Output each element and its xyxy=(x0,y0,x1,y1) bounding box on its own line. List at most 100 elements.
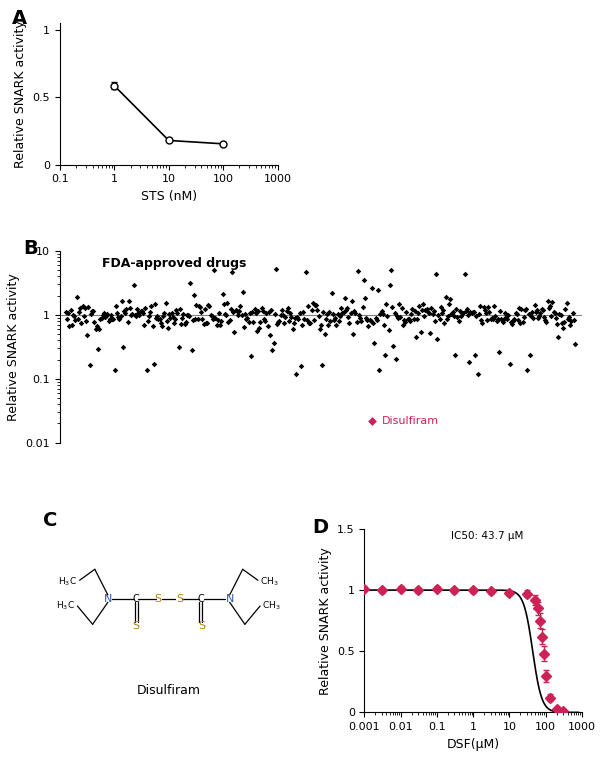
Point xyxy=(482,313,492,326)
Point xyxy=(307,304,316,316)
Point xyxy=(278,309,288,321)
Point xyxy=(97,312,106,324)
Point xyxy=(269,337,278,349)
Point xyxy=(466,306,475,319)
Point xyxy=(265,329,275,342)
Point xyxy=(202,317,212,329)
Point xyxy=(390,307,400,319)
Point xyxy=(450,349,460,362)
Point xyxy=(219,298,229,310)
Point xyxy=(182,309,192,321)
Point xyxy=(417,304,427,316)
Point xyxy=(109,313,118,325)
Point xyxy=(384,324,394,336)
Point xyxy=(518,316,527,329)
Text: C: C xyxy=(133,594,139,604)
Point xyxy=(361,312,371,324)
Point xyxy=(131,309,141,322)
Point xyxy=(266,304,276,316)
Point xyxy=(281,311,290,323)
Point xyxy=(343,310,353,322)
Point xyxy=(241,313,251,326)
Point xyxy=(559,316,569,328)
Point xyxy=(254,322,264,334)
Point xyxy=(292,311,302,323)
Point xyxy=(442,313,452,326)
Point xyxy=(180,317,190,329)
Point xyxy=(315,322,325,335)
Point xyxy=(478,316,487,329)
Text: S: S xyxy=(133,621,140,631)
Point xyxy=(268,344,277,356)
Point xyxy=(499,313,508,325)
Point xyxy=(391,353,401,365)
Point xyxy=(181,316,191,329)
Text: C: C xyxy=(198,594,205,604)
Point xyxy=(128,308,137,320)
Point xyxy=(150,298,160,310)
Point xyxy=(532,304,542,316)
Y-axis label: Relative SNARK activity: Relative SNARK activity xyxy=(319,547,332,695)
Point xyxy=(104,315,113,327)
Point xyxy=(322,308,332,320)
Point xyxy=(287,311,296,323)
Point xyxy=(85,359,94,372)
Point xyxy=(468,306,478,318)
Point xyxy=(419,309,429,322)
Point xyxy=(421,304,430,316)
Point xyxy=(127,309,136,321)
Point xyxy=(161,297,170,309)
Point xyxy=(136,304,145,316)
Point xyxy=(293,313,303,325)
Point xyxy=(366,314,376,326)
Point xyxy=(117,294,127,306)
Point xyxy=(71,314,80,326)
Point xyxy=(154,313,163,325)
Point xyxy=(305,316,315,329)
Point xyxy=(308,297,317,309)
Text: CH$_3$: CH$_3$ xyxy=(260,576,279,588)
Point xyxy=(352,316,361,328)
Point xyxy=(549,306,559,318)
Point xyxy=(213,313,223,326)
Text: CH$_3$: CH$_3$ xyxy=(262,600,281,612)
Point xyxy=(502,313,512,325)
Point xyxy=(162,315,172,327)
Point xyxy=(119,306,129,318)
Point xyxy=(207,310,217,322)
Point xyxy=(197,313,207,325)
Point xyxy=(560,303,570,316)
Point xyxy=(240,309,250,321)
Point xyxy=(355,312,365,324)
Point xyxy=(333,308,343,320)
Point xyxy=(541,314,550,326)
Point xyxy=(415,300,424,313)
Point xyxy=(193,313,202,325)
Point xyxy=(86,308,95,320)
Text: A: A xyxy=(12,8,27,28)
Point xyxy=(550,307,560,319)
Text: D: D xyxy=(312,518,328,537)
Point xyxy=(173,307,182,319)
Point xyxy=(506,316,515,328)
Point xyxy=(291,368,301,380)
Point xyxy=(317,359,327,372)
Point xyxy=(327,287,337,300)
Point xyxy=(118,341,128,353)
Point xyxy=(350,306,360,319)
Point xyxy=(187,344,196,356)
Point xyxy=(500,307,509,319)
Point xyxy=(199,318,208,330)
Point xyxy=(514,302,524,314)
Point xyxy=(535,309,544,322)
Point xyxy=(316,319,326,331)
Point xyxy=(360,292,370,304)
Point xyxy=(82,329,92,342)
Point xyxy=(539,311,549,323)
Point xyxy=(484,300,493,313)
Point xyxy=(209,264,219,277)
Point xyxy=(325,306,334,319)
Point xyxy=(314,310,323,322)
Point xyxy=(276,309,286,321)
Point xyxy=(428,307,437,319)
